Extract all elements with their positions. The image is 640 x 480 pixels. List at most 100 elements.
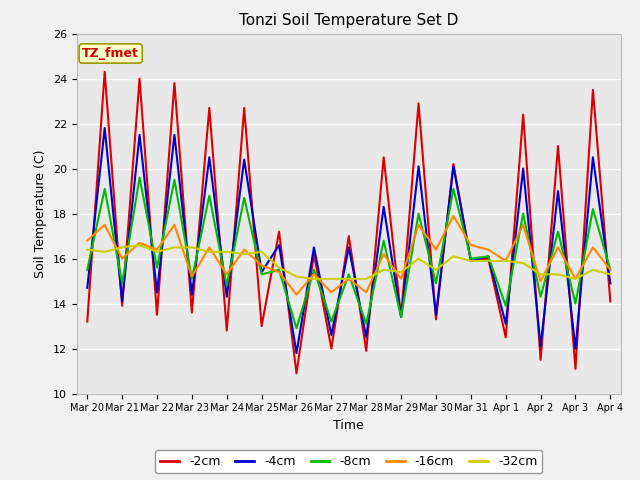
-32cm: [537, 272, 545, 277]
-16cm: [205, 244, 213, 250]
-32cm: [397, 269, 405, 275]
-4cm: [589, 155, 596, 160]
-32cm: [83, 247, 91, 252]
-4cm: [397, 314, 405, 320]
-4cm: [537, 344, 545, 349]
-8cm: [345, 272, 353, 277]
-4cm: [502, 321, 509, 327]
-32cm: [310, 276, 318, 282]
-4cm: [484, 253, 492, 259]
-16cm: [537, 278, 545, 284]
-4cm: [275, 242, 283, 248]
-2cm: [136, 76, 143, 82]
-32cm: [292, 274, 300, 279]
-4cm: [415, 164, 422, 169]
-4cm: [310, 244, 318, 250]
-2cm: [537, 357, 545, 363]
-16cm: [607, 267, 614, 273]
-32cm: [449, 253, 457, 259]
-8cm: [258, 272, 266, 277]
-4cm: [171, 132, 179, 138]
-8cm: [432, 280, 440, 286]
-16cm: [83, 238, 91, 243]
-32cm: [101, 249, 109, 255]
-2cm: [188, 310, 196, 315]
-16cm: [188, 274, 196, 279]
-8cm: [275, 267, 283, 273]
-2cm: [171, 80, 179, 86]
-4cm: [380, 204, 387, 210]
-2cm: [83, 319, 91, 324]
-4cm: [362, 335, 370, 340]
-4cm: [519, 166, 527, 171]
-2cm: [345, 233, 353, 239]
-32cm: [136, 242, 143, 248]
-32cm: [554, 272, 562, 277]
-2cm: [607, 299, 614, 304]
-4cm: [554, 188, 562, 194]
Line: -8cm: -8cm: [87, 178, 611, 328]
-2cm: [241, 105, 248, 111]
-8cm: [223, 283, 230, 288]
-16cm: [153, 247, 161, 252]
-32cm: [432, 267, 440, 273]
-32cm: [484, 258, 492, 264]
-16cm: [223, 272, 230, 277]
-8cm: [519, 211, 527, 216]
X-axis label: Time: Time: [333, 419, 364, 432]
-8cm: [136, 175, 143, 180]
Line: -2cm: -2cm: [87, 72, 611, 373]
-32cm: [328, 276, 335, 282]
-4cm: [345, 244, 353, 250]
-8cm: [380, 238, 387, 243]
-4cm: [449, 164, 457, 169]
-4cm: [432, 312, 440, 318]
-16cm: [519, 222, 527, 228]
-32cm: [467, 258, 475, 264]
-16cm: [118, 256, 126, 262]
-2cm: [397, 314, 405, 320]
-16cm: [362, 289, 370, 295]
-32cm: [589, 267, 596, 273]
-4cm: [83, 285, 91, 291]
-16cm: [415, 222, 422, 228]
-2cm: [258, 323, 266, 329]
-32cm: [188, 244, 196, 250]
-16cm: [328, 289, 335, 295]
-2cm: [502, 335, 509, 340]
-4cm: [101, 125, 109, 131]
-16cm: [345, 276, 353, 282]
-16cm: [572, 276, 579, 282]
-2cm: [449, 161, 457, 167]
-2cm: [310, 251, 318, 257]
-16cm: [275, 269, 283, 275]
Title: Tonzi Soil Temperature Set D: Tonzi Soil Temperature Set D: [239, 13, 458, 28]
-32cm: [572, 276, 579, 282]
Text: TZ_fmet: TZ_fmet: [82, 47, 139, 60]
-16cm: [467, 242, 475, 248]
-32cm: [153, 249, 161, 255]
-8cm: [292, 325, 300, 331]
-2cm: [292, 371, 300, 376]
-8cm: [484, 253, 492, 259]
-8cm: [362, 321, 370, 327]
-2cm: [380, 155, 387, 160]
-8cm: [467, 256, 475, 262]
-2cm: [118, 303, 126, 309]
-16cm: [432, 247, 440, 252]
-16cm: [449, 213, 457, 219]
-16cm: [380, 251, 387, 257]
-4cm: [467, 258, 475, 264]
-2cm: [223, 328, 230, 334]
-4cm: [572, 346, 579, 351]
-32cm: [205, 249, 213, 255]
Line: -32cm: -32cm: [87, 245, 611, 279]
-2cm: [572, 366, 579, 372]
-8cm: [449, 186, 457, 192]
-8cm: [310, 267, 318, 273]
-16cm: [171, 222, 179, 228]
-16cm: [310, 272, 318, 277]
-8cm: [502, 303, 509, 309]
-8cm: [572, 300, 579, 306]
-4cm: [136, 132, 143, 138]
